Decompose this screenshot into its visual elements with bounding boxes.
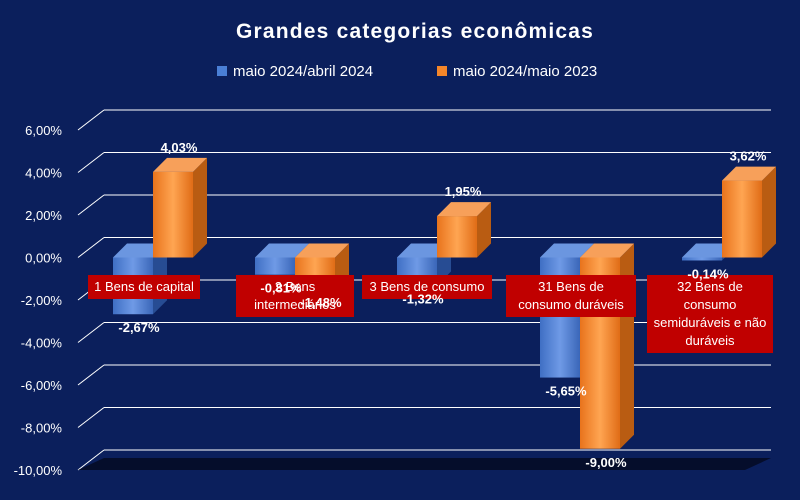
bar — [437, 216, 477, 258]
category-labels: 1 Bens de capital 2 Bens intermediários 3 B… — [88, 275, 773, 353]
category-label: 3 Bens de consumo — [362, 275, 492, 299]
legend-swatch-series-2 — [437, 66, 447, 76]
y-tick-label: -6,00% — [21, 378, 63, 393]
gridline — [77, 449, 105, 471]
bar-series-2 — [580, 243, 634, 449]
legend: maio 2024/abril 2024 maio 2024/maio 2023 — [217, 63, 597, 80]
floor-plate — [78, 458, 771, 470]
category-label-bg — [647, 275, 773, 353]
legend-swatch-series-1 — [217, 66, 227, 76]
bar-series-2 — [437, 202, 491, 258]
category-label: 2 Bens intermediários — [236, 275, 354, 317]
bar-top — [153, 157, 207, 172]
gridline — [77, 364, 105, 386]
data-label: -1,32% — [402, 292, 444, 307]
y-axis: 6,00% 4,00% 2,00% 0,00% -2,00% -4,00% -6,00% -8… — [14, 123, 63, 478]
y-tick-label: 6,00% — [25, 123, 62, 138]
bar-side — [620, 243, 634, 449]
data-label: -0,14% — [687, 266, 729, 281]
bar — [682, 257, 722, 261]
gridline — [77, 152, 105, 173]
bar-top — [580, 243, 634, 258]
bar-side — [762, 166, 776, 258]
legend-label-series-1: maio 2024/abril 2024 — [233, 63, 373, 80]
bar-series-2 — [722, 166, 776, 258]
y-tick-label: 2,00% — [25, 208, 62, 223]
y-tick-label: 0,00% — [25, 251, 62, 266]
category-label-text: 3 Bens de consumo — [370, 279, 485, 294]
bar — [153, 171, 193, 258]
data-label: 4,03% — [161, 140, 198, 155]
category-label-bg — [236, 275, 354, 317]
category-label-bg — [506, 275, 636, 317]
chart-title: Grandes categorias econômicas — [236, 20, 594, 43]
bar-top — [722, 166, 776, 181]
category-label: 32 Bens de consumo semiduráveis e não duráv… — [647, 275, 773, 353]
category-label-text: 31 Bens de consumo duráveis — [518, 279, 624, 312]
data-label: 3,62% — [730, 149, 767, 164]
data-label: -9,00% — [585, 455, 627, 470]
bar-top — [437, 202, 491, 217]
gridline — [77, 407, 105, 428]
gridline — [77, 237, 105, 258]
bar — [722, 180, 762, 258]
bar-side — [193, 157, 207, 258]
value-labels: -2,67% 4,03% -0,81%-1,48% -1,32% 1,95% -5,65%… — [118, 140, 766, 470]
data-label: -5,65% — [545, 384, 587, 399]
category-label: 31 Bens de consumo duráveis — [506, 275, 636, 317]
bar — [255, 257, 295, 275]
category-label-bg — [88, 275, 200, 299]
bar-top — [295, 243, 349, 258]
bar-side — [477, 202, 491, 258]
legend-label-series-2: maio 2024/maio 2023 — [453, 63, 597, 80]
data-label: -2,67% — [118, 320, 160, 335]
y-tick-label: -10,00% — [14, 463, 63, 478]
y-tick-label: 4,00% — [25, 166, 62, 181]
chart-floor — [78, 458, 771, 470]
data-label: 1,95% — [445, 184, 482, 199]
data-label: -1,48% — [300, 295, 342, 310]
y-tick-label: -4,00% — [21, 336, 63, 351]
bar-top — [540, 243, 594, 258]
category-label-bg — [362, 275, 492, 299]
gridline — [77, 194, 105, 216]
bar-top — [255, 243, 309, 258]
gridline — [77, 322, 105, 343]
category-label-text: 2 Bens intermediários — [254, 279, 336, 312]
bar-series-2 — [153, 157, 207, 258]
category-label-text: 32 Bens de consumo semiduráveis e não duráv… — [654, 279, 767, 348]
gridline — [77, 109, 105, 131]
y-tick-label: -8,00% — [21, 421, 63, 436]
y-tick-label: -2,00% — [21, 293, 63, 308]
category-label-text: 1 Bens de capital — [94, 279, 194, 294]
data-label: -0,81% — [260, 281, 302, 296]
category-label: 1 Bens de capital — [88, 275, 200, 299]
